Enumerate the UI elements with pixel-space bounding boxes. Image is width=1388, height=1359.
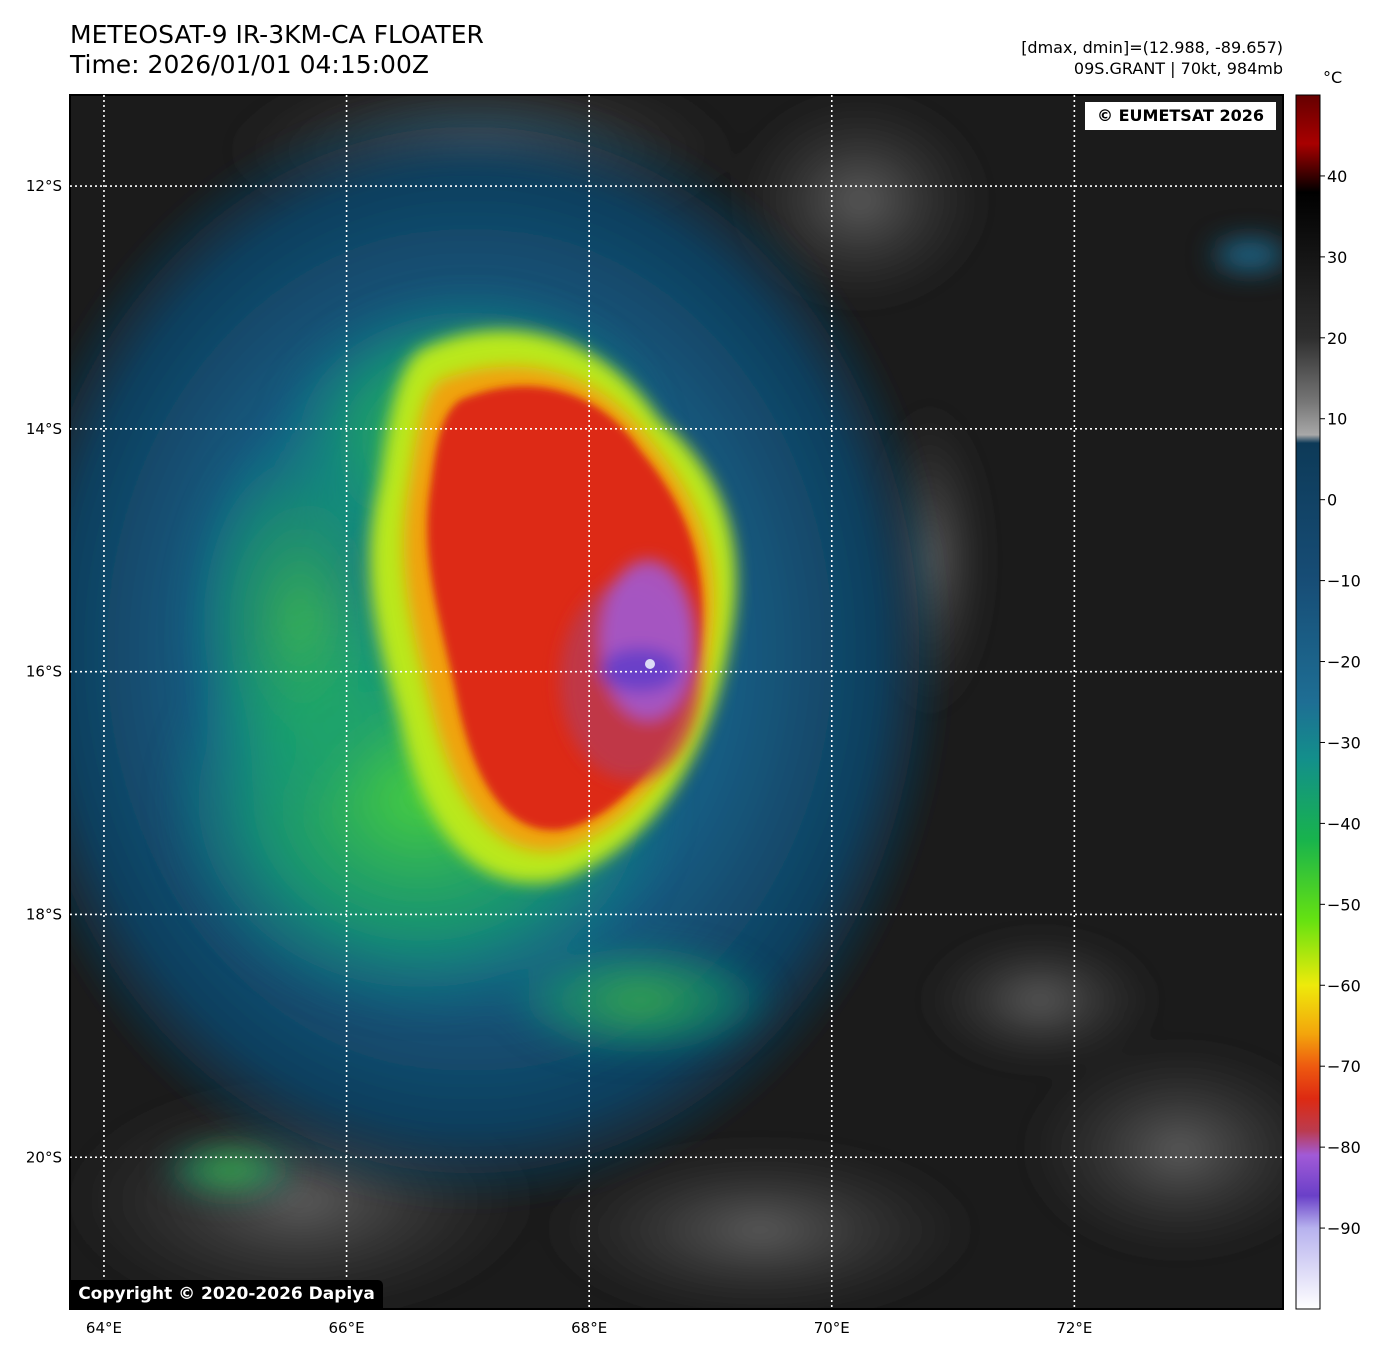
dapiya-copyright: Copyright © 2020-2026 Dapiya: [70, 1280, 383, 1308]
longitude-label: 72°E: [1056, 1319, 1092, 1337]
meta-info: [dmax, dmin]=(12.988, -89.657) 09S.GRANT…: [1021, 37, 1283, 79]
colorbar-tick-label: 20: [1327, 329, 1347, 348]
latitude-label: 14°S: [26, 420, 62, 438]
latitude-label: 12°S: [26, 177, 62, 195]
colorbar-ticks: 40 30 20 10 0 −10 −20 −30 −40 −50 −60 −70 −80 −90: [1320, 167, 1361, 1238]
storm-label: 09S.GRANT | 70kt, 984mb: [1073, 59, 1283, 78]
colorbar-tick-label: −30: [1327, 733, 1361, 752]
map-frame: [69, 94, 1284, 1310]
colorbar-tick-label: 10: [1327, 410, 1347, 429]
colorbar-tick-label: −90: [1327, 1219, 1361, 1238]
colorbar-tick-label: −40: [1327, 814, 1361, 833]
latitude-labels: 12°S 14°S 16°S 18°S 20°S: [26, 177, 62, 1166]
colorbar-tick-label: 30: [1327, 248, 1347, 267]
latitude-label: 20°S: [26, 1148, 62, 1166]
map-title: METEOSAT-9 IR-3KM-CA FLOATER Time: 2026/…: [70, 20, 484, 80]
colorbar-unit: °C: [1323, 68, 1343, 87]
satellite-imagery: [70, 95, 1283, 1309]
colorbar-tick-label: −70: [1327, 1057, 1361, 1076]
colorbar-tick-label: −60: [1327, 976, 1361, 995]
longitude-label: 64°E: [86, 1319, 122, 1337]
colorbar-tick-label: −10: [1327, 572, 1361, 591]
colorbar-tick-label: −20: [1327, 653, 1361, 672]
dmax-dmin-label: [dmax, dmin]=(12.988, -89.657): [1021, 38, 1283, 57]
title-line-1: METEOSAT-9 IR-3KM-CA FLOATER: [70, 20, 484, 49]
eumetsat-credit: © EUMETSAT 2026: [1085, 102, 1276, 130]
colorbar-tick-label: 0: [1327, 491, 1337, 510]
longitude-labels: 64°E 66°E 68°E 70°E 72°E: [86, 1319, 1092, 1337]
longitude-label: 66°E: [329, 1319, 365, 1337]
graticule: [70, 95, 1283, 1309]
latitude-label: 18°S: [26, 905, 62, 923]
colorbar-tick-label: −80: [1327, 1138, 1361, 1157]
latitude-label: 16°S: [26, 663, 62, 681]
colorbar-tick-label: 40: [1327, 167, 1347, 186]
title-line-2: Time: 2026/01/01 04:15:00Z: [70, 50, 429, 79]
longitude-label: 70°E: [814, 1319, 850, 1337]
colorbar: [1295, 94, 1321, 1310]
longitude-label: 68°E: [571, 1319, 607, 1337]
colorbar-tick-label: −50: [1327, 895, 1361, 914]
